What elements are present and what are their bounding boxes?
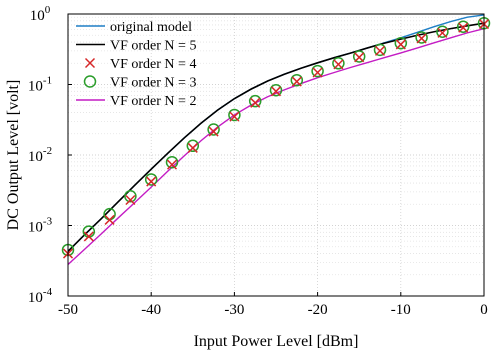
series-marker-3 (415, 31, 428, 44)
series-marker-3 (144, 173, 158, 186)
series-marker-2 (437, 27, 448, 38)
series-marker-2 (395, 39, 406, 50)
series-marker-2 (104, 214, 115, 225)
series-marker-2 (333, 59, 344, 70)
legend-label: VF order N = 2 (110, 94, 196, 109)
y-axis-label: DC Output Level [volt] (5, 80, 22, 231)
series-marker-2 (374, 45, 386, 56)
series-marker-3 (394, 36, 408, 50)
series-marker-3 (269, 83, 283, 97)
legend-label: VF order N = 3 (110, 76, 196, 91)
y-tick-label: 10-4 (28, 286, 53, 306)
series-marker-3 (186, 139, 200, 153)
series-marker-2 (187, 142, 198, 153)
series-marker-3 (248, 94, 262, 108)
x-tick-label: -50 (58, 302, 78, 318)
legend-label: original model (110, 20, 192, 35)
legend-label: VF order N = 5 (110, 39, 196, 54)
series-marker-2 (354, 52, 365, 63)
legend-label: VF order N = 4 (110, 57, 196, 72)
y-tick-label: 10-1 (28, 75, 52, 95)
y-tick-label: 10-2 (28, 145, 52, 165)
x-tick-label: -40 (141, 302, 161, 318)
series-marker-2 (458, 22, 469, 33)
x-axis-label: Input Power Level [dBm] (194, 333, 359, 350)
series-marker-2 (416, 33, 427, 44)
series-marker-3 (311, 64, 324, 78)
series-marker-3 (228, 108, 241, 122)
series-marker-2 (250, 97, 261, 108)
series-line-1 (67, 22, 485, 252)
x-tick-label: -20 (308, 302, 328, 318)
ticks: -50 -40 -30 -20 -10 0 10-4 10-3 10-2 10-1 100 (28, 4, 488, 318)
series-marker-2 (229, 111, 240, 122)
series-line-4 (67, 27, 485, 265)
series-marker-2 (83, 231, 94, 242)
series-marker-2 (208, 126, 219, 137)
series-marker-3 (332, 57, 345, 70)
series-marker-2 (291, 76, 302, 87)
series-marker-2 (312, 67, 323, 78)
legend-swatch (84, 57, 96, 69)
y-tick-label: 100 (30, 4, 51, 24)
series-marker-3 (165, 155, 179, 169)
series-marker-2 (146, 176, 157, 187)
series-marker-3 (436, 25, 449, 39)
grid (67, 14, 485, 297)
series-marker-3 (456, 20, 470, 33)
series-marker-3 (373, 43, 387, 57)
series-marker-2 (125, 194, 136, 206)
x-tick-label: -30 (224, 302, 244, 318)
legend-swatch (83, 75, 97, 88)
series-marker-3 (290, 73, 304, 87)
x-tick-label: -10 (391, 302, 411, 318)
series-marker-3 (207, 123, 220, 136)
series-marker-2 (166, 159, 178, 170)
series-group (61, 14, 491, 265)
series-marker-3 (124, 189, 137, 203)
series-marker-3 (352, 50, 366, 63)
series-marker-2 (270, 86, 282, 97)
y-tick-label: 10-3 (28, 216, 53, 236)
x-tick-label: 0 (480, 302, 488, 318)
legend: original model VF order N = 5 VF order N =… (76, 20, 196, 109)
